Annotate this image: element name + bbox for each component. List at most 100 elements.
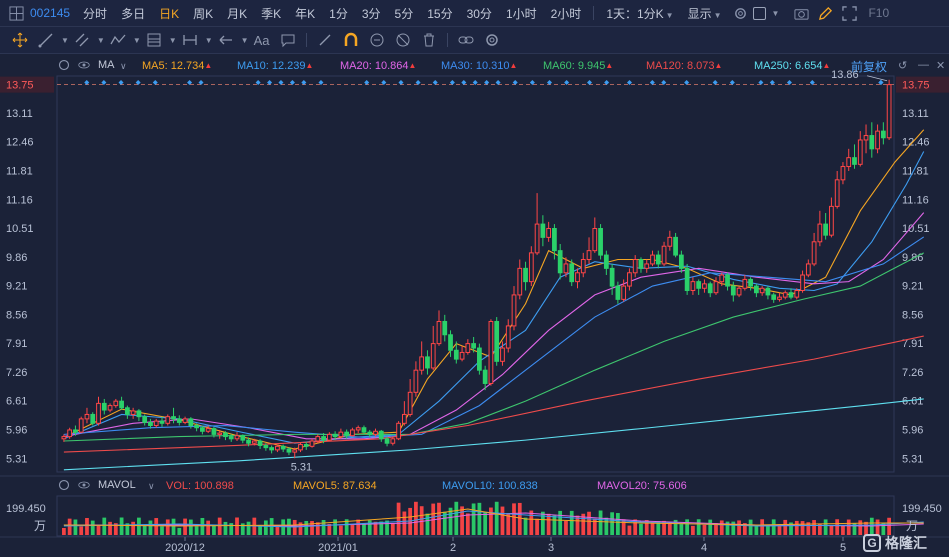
adjust-button[interactable]: 前复权: [851, 60, 888, 74]
volume-bar: [373, 521, 378, 535]
wave-tool-icon[interactable]: [108, 31, 128, 49]
legend-settings-icon[interactable]: [58, 59, 70, 74]
close-icon[interactable]: ✕: [936, 60, 946, 72]
y-tick-left: 11.16: [6, 194, 33, 206]
stock-code[interactable]: 002145: [30, 6, 71, 20]
candle-body: [736, 287, 742, 296]
chevron-down-icon[interactable]: ▼: [168, 35, 177, 45]
period-tab-4[interactable]: 月K: [227, 6, 248, 21]
period-tab-10[interactable]: 15分: [427, 6, 453, 21]
legend-settings-icon[interactable]: [58, 479, 70, 494]
chevron-down-icon[interactable]: ▼: [204, 35, 213, 45]
trash-icon[interactable]: [419, 31, 439, 49]
ma-label[interactable]: MA: [98, 59, 115, 71]
signal-dot: [495, 80, 501, 85]
volume-bar: [73, 519, 78, 535]
display-select[interactable]: 显示 ▼: [681, 5, 729, 22]
signal-dot: [289, 80, 295, 85]
legend-vol: VOL: 100.898: [166, 480, 234, 492]
signal-dot: [684, 80, 690, 85]
settings-icon[interactable]: [733, 5, 749, 21]
legend-visibility-icon[interactable]: [78, 479, 90, 494]
volume-bar: [177, 527, 182, 535]
volume-bar: [160, 526, 164, 535]
hide-drawing-icon[interactable]: [393, 31, 413, 49]
move-icon[interactable]: [10, 31, 30, 49]
divider: [446, 33, 448, 47]
candle-body: [459, 351, 465, 360]
drawing-settings-icon[interactable]: [482, 31, 502, 49]
period-tab-8[interactable]: 3分: [361, 6, 381, 21]
signal-dot: [712, 80, 718, 85]
y-tick-left: 13.75: [6, 80, 34, 92]
period-tab-0[interactable]: 分时: [83, 6, 108, 21]
volume-bar: [696, 519, 701, 535]
ma-line-ma20: [63, 212, 925, 440]
period-tab-6[interactable]: 年K: [295, 6, 316, 21]
lock-drawing-icon[interactable]: [367, 31, 387, 49]
chevron-down-icon[interactable]: ▼: [96, 35, 105, 45]
volume-bar: [62, 528, 66, 535]
candle-body: [569, 263, 575, 283]
chevron-down-icon[interactable]: ▼: [240, 35, 249, 45]
volume-bar: [304, 520, 309, 535]
period-tab-1[interactable]: 多日: [121, 6, 146, 21]
camera-icon[interactable]: [793, 5, 809, 21]
mavol5-line: [63, 508, 924, 527]
candle-body: [650, 254, 655, 265]
reset-icon[interactable]: ↺: [898, 60, 908, 72]
comment-tool-icon[interactable]: [278, 31, 298, 49]
fullscreen-icon[interactable]: [841, 5, 857, 21]
chevron-down-icon[interactable]: ▼: [61, 35, 69, 45]
channel-tool-icon[interactable]: [72, 31, 92, 49]
x-tick-label: 2: [450, 542, 456, 554]
candle-body: [834, 179, 840, 207]
period-tab-9[interactable]: 5分: [394, 6, 414, 21]
volume-bar: [385, 520, 389, 535]
period-tab-13[interactable]: 2小时: [550, 6, 582, 21]
candle-body: [217, 432, 223, 435]
legend-visibility-icon[interactable]: [78, 59, 90, 74]
volume-bar: [483, 511, 488, 535]
candle-body: [511, 294, 517, 327]
range-select[interactable]: 1天：1分K ▼: [599, 5, 680, 22]
candle-body: [321, 436, 326, 441]
volume-bar: [887, 517, 891, 535]
candle-body: [592, 228, 598, 252]
volume-bar: [137, 517, 141, 535]
volume-bar: [742, 523, 747, 535]
candle-body: [852, 157, 857, 165]
volume-bar: [639, 523, 643, 535]
fib-tool-icon[interactable]: [144, 31, 164, 49]
period-tab-12[interactable]: 1小时: [505, 6, 537, 21]
mavol-label[interactable]: MAVOL: [98, 479, 136, 491]
magnet-icon[interactable]: [341, 31, 361, 49]
grid-icon[interactable]: [8, 5, 24, 21]
period-tab-2[interactable]: 日K: [159, 6, 180, 21]
period-tab-5[interactable]: 季K: [261, 6, 282, 21]
volume-bar: [783, 519, 788, 535]
volume-bar: [321, 520, 326, 535]
period-tab-3[interactable]: 周K: [193, 6, 214, 21]
arrow-tool-icon[interactable]: [216, 31, 236, 49]
candle-body: [794, 289, 800, 298]
chevron-down-icon[interactable]: ▼: [771, 8, 780, 18]
chevron-down-icon[interactable]: ∨: [120, 61, 127, 71]
link-icon[interactable]: [456, 31, 476, 49]
minimize-icon[interactable]: —: [918, 59, 929, 71]
line-tool-icon[interactable]: [36, 31, 56, 49]
chevron-down-icon[interactable]: ▼: [132, 35, 141, 45]
candle-body: [465, 343, 471, 353]
volume-bar: [789, 522, 793, 535]
text-tool-icon[interactable]: Aa: [253, 32, 270, 48]
eraser-line-icon[interactable]: [315, 31, 335, 49]
checkbox-icon[interactable]: [752, 6, 766, 20]
period-tab-11[interactable]: 30分: [466, 6, 492, 21]
measure-tool-icon[interactable]: [180, 31, 200, 49]
chevron-down-icon[interactable]: ∨: [148, 481, 155, 491]
pencil-icon[interactable]: [817, 5, 833, 21]
period-tab-7[interactable]: 1分: [329, 6, 348, 21]
volume-bar: [390, 522, 395, 535]
f10-button[interactable]: F10: [868, 6, 890, 20]
